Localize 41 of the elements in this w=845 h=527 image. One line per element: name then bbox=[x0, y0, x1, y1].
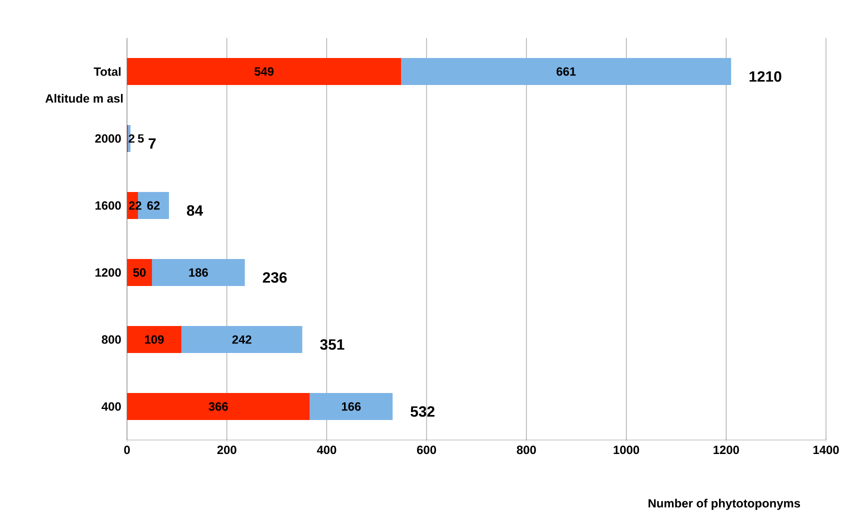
data-label: 109 bbox=[144, 335, 164, 344]
total-label: 351 bbox=[320, 339, 344, 350]
data-label: 242 bbox=[232, 335, 252, 344]
data-label: 166 bbox=[342, 402, 361, 411]
bar bbox=[181, 326, 302, 354]
bar bbox=[127, 259, 152, 286]
total-label: 7 bbox=[148, 138, 156, 149]
x-tick-label: 200 bbox=[217, 446, 236, 454]
data-label: 62 bbox=[147, 201, 160, 210]
total-label: 1210 bbox=[750, 71, 782, 82]
y-tick-label: 400 bbox=[102, 402, 121, 411]
x-tick-label: 600 bbox=[417, 446, 436, 454]
data-label: 186 bbox=[189, 268, 208, 277]
y-tick-label: 1600 bbox=[96, 201, 121, 210]
bar bbox=[127, 58, 402, 86]
x-tick-label: 1200 bbox=[714, 446, 739, 454]
x-tick-label: 400 bbox=[316, 446, 336, 454]
x-tick-label: 800 bbox=[516, 446, 536, 454]
x-tick-label: 1400 bbox=[813, 446, 839, 454]
y-tick-label: 800 bbox=[102, 335, 121, 344]
data-label: 366 bbox=[208, 402, 228, 411]
y-tick-label: 1200 bbox=[96, 268, 121, 277]
data-label: 549 bbox=[254, 67, 274, 76]
bar bbox=[152, 259, 245, 286]
y-axis-title: Altitude m asl bbox=[45, 94, 123, 103]
x-tick-label: 1000 bbox=[614, 446, 640, 454]
bar bbox=[310, 393, 393, 420]
y-tick-label: 2000 bbox=[95, 134, 121, 143]
data-label: 661 bbox=[556, 67, 576, 76]
bar bbox=[401, 58, 732, 86]
data-label: 2 bbox=[128, 134, 134, 143]
data-label: 50 bbox=[133, 268, 146, 277]
x-axis-title: Number of phytotoponyms bbox=[648, 498, 800, 510]
bar bbox=[127, 326, 182, 354]
total-label: 236 bbox=[262, 272, 287, 283]
total-label: 532 bbox=[410, 406, 434, 417]
y-tick-label: Total bbox=[94, 67, 121, 76]
bar bbox=[127, 393, 310, 420]
data-label: 5 bbox=[138, 134, 144, 143]
x-tick-label: 0 bbox=[124, 446, 130, 454]
total-label: 84 bbox=[186, 205, 204, 216]
